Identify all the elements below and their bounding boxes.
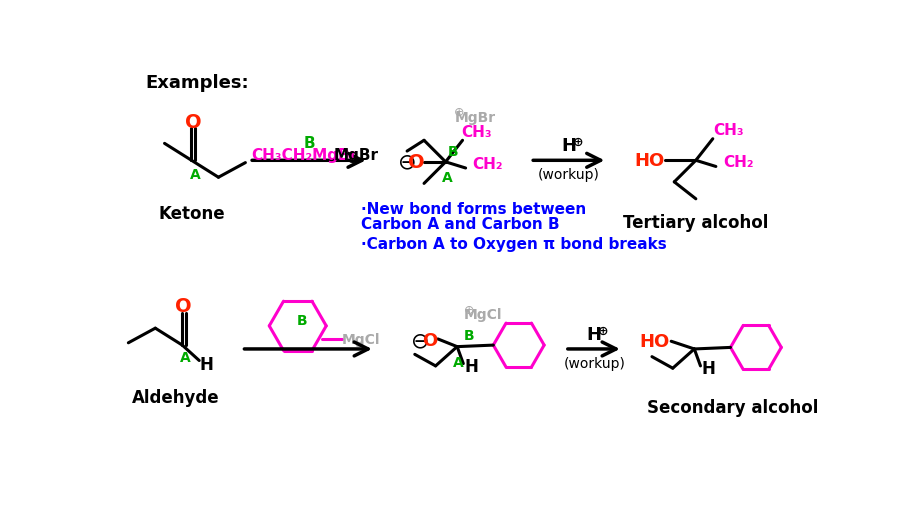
Text: B: B bbox=[448, 145, 459, 159]
Text: ⊕: ⊕ bbox=[463, 303, 474, 317]
Text: B: B bbox=[464, 328, 475, 343]
Text: ⊖: ⊖ bbox=[411, 331, 429, 351]
Text: B: B bbox=[296, 313, 307, 327]
Text: MgCl: MgCl bbox=[463, 308, 502, 322]
Text: ⊕: ⊕ bbox=[573, 136, 584, 149]
Text: H: H bbox=[701, 359, 715, 378]
Text: ⊕: ⊕ bbox=[598, 324, 609, 337]
Text: H: H bbox=[200, 355, 214, 373]
Text: O: O bbox=[185, 112, 201, 131]
Text: ⊕: ⊕ bbox=[454, 106, 464, 119]
Text: Carbon A and Carbon B: Carbon A and Carbon B bbox=[361, 216, 559, 232]
Text: Aldehyde: Aldehyde bbox=[132, 389, 220, 407]
Text: CH₃: CH₃ bbox=[461, 124, 492, 139]
Text: CH₃: CH₃ bbox=[713, 123, 744, 138]
Text: H: H bbox=[586, 325, 602, 343]
Text: ⊖: ⊖ bbox=[398, 153, 417, 173]
Text: CH₃CH₂MgBr: CH₃CH₂MgBr bbox=[251, 148, 357, 163]
Text: MgBr: MgBr bbox=[334, 148, 379, 163]
Text: (workup): (workup) bbox=[538, 168, 600, 182]
Text: H: H bbox=[561, 136, 577, 155]
Text: ·Carbon A to Oxygen π bond breaks: ·Carbon A to Oxygen π bond breaks bbox=[361, 237, 666, 251]
Text: A: A bbox=[180, 351, 190, 365]
Text: Tertiary alcohol: Tertiary alcohol bbox=[623, 213, 769, 232]
Text: A: A bbox=[442, 171, 453, 185]
Text: MgBr: MgBr bbox=[454, 111, 496, 125]
Text: ·New bond forms between: ·New bond forms between bbox=[361, 201, 586, 216]
Text: B: B bbox=[304, 136, 315, 151]
Text: O: O bbox=[408, 153, 425, 172]
Text: HO: HO bbox=[635, 152, 665, 170]
Text: A: A bbox=[190, 168, 201, 182]
Text: Secondary alcohol: Secondary alcohol bbox=[647, 398, 818, 416]
Text: CH₂: CH₂ bbox=[472, 157, 503, 172]
Text: A: A bbox=[453, 355, 464, 370]
Text: H: H bbox=[464, 357, 478, 375]
Text: CH₂: CH₂ bbox=[724, 155, 754, 170]
Text: MgCl: MgCl bbox=[341, 332, 380, 346]
Text: HO: HO bbox=[639, 332, 669, 351]
Text: (workup): (workup) bbox=[563, 356, 625, 370]
Text: Ketone: Ketone bbox=[158, 204, 224, 222]
Text: O: O bbox=[423, 332, 438, 350]
Text: O: O bbox=[175, 297, 192, 316]
Text: Examples:: Examples: bbox=[145, 74, 249, 92]
